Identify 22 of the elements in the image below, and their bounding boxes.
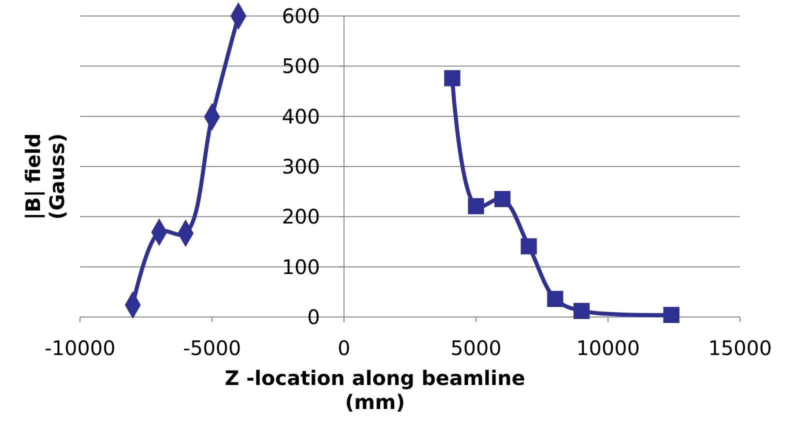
point (520, 238, 537, 254)
y-tick-label: 400 (282, 104, 320, 128)
point (468, 198, 484, 214)
point (494, 191, 510, 208)
x-tick-label: 10000 (576, 336, 640, 360)
point (574, 302, 590, 320)
y-tick-label: 0 (307, 305, 320, 329)
x-axis-title: Z -location along beamline (mm) (224, 366, 526, 414)
x-tick-label: -5000 (182, 336, 242, 360)
x-tick-label: 15000 (708, 336, 772, 360)
point (444, 70, 460, 86)
point (547, 290, 564, 308)
y-tick-label: 500 (282, 54, 320, 78)
y-axis-title: |B| field (Gauss) (21, 133, 69, 220)
y-tick-label: 300 (282, 154, 320, 178)
x-tick-label: 0 (338, 336, 350, 360)
y-tick-label: 600 (282, 4, 320, 28)
point (663, 306, 680, 324)
y-tick-label: 100 (282, 254, 320, 279)
x-tick-label: -10000 (44, 336, 116, 360)
x-tick-label: 5000 (450, 336, 502, 360)
y-tick-label: 200 (282, 204, 320, 229)
